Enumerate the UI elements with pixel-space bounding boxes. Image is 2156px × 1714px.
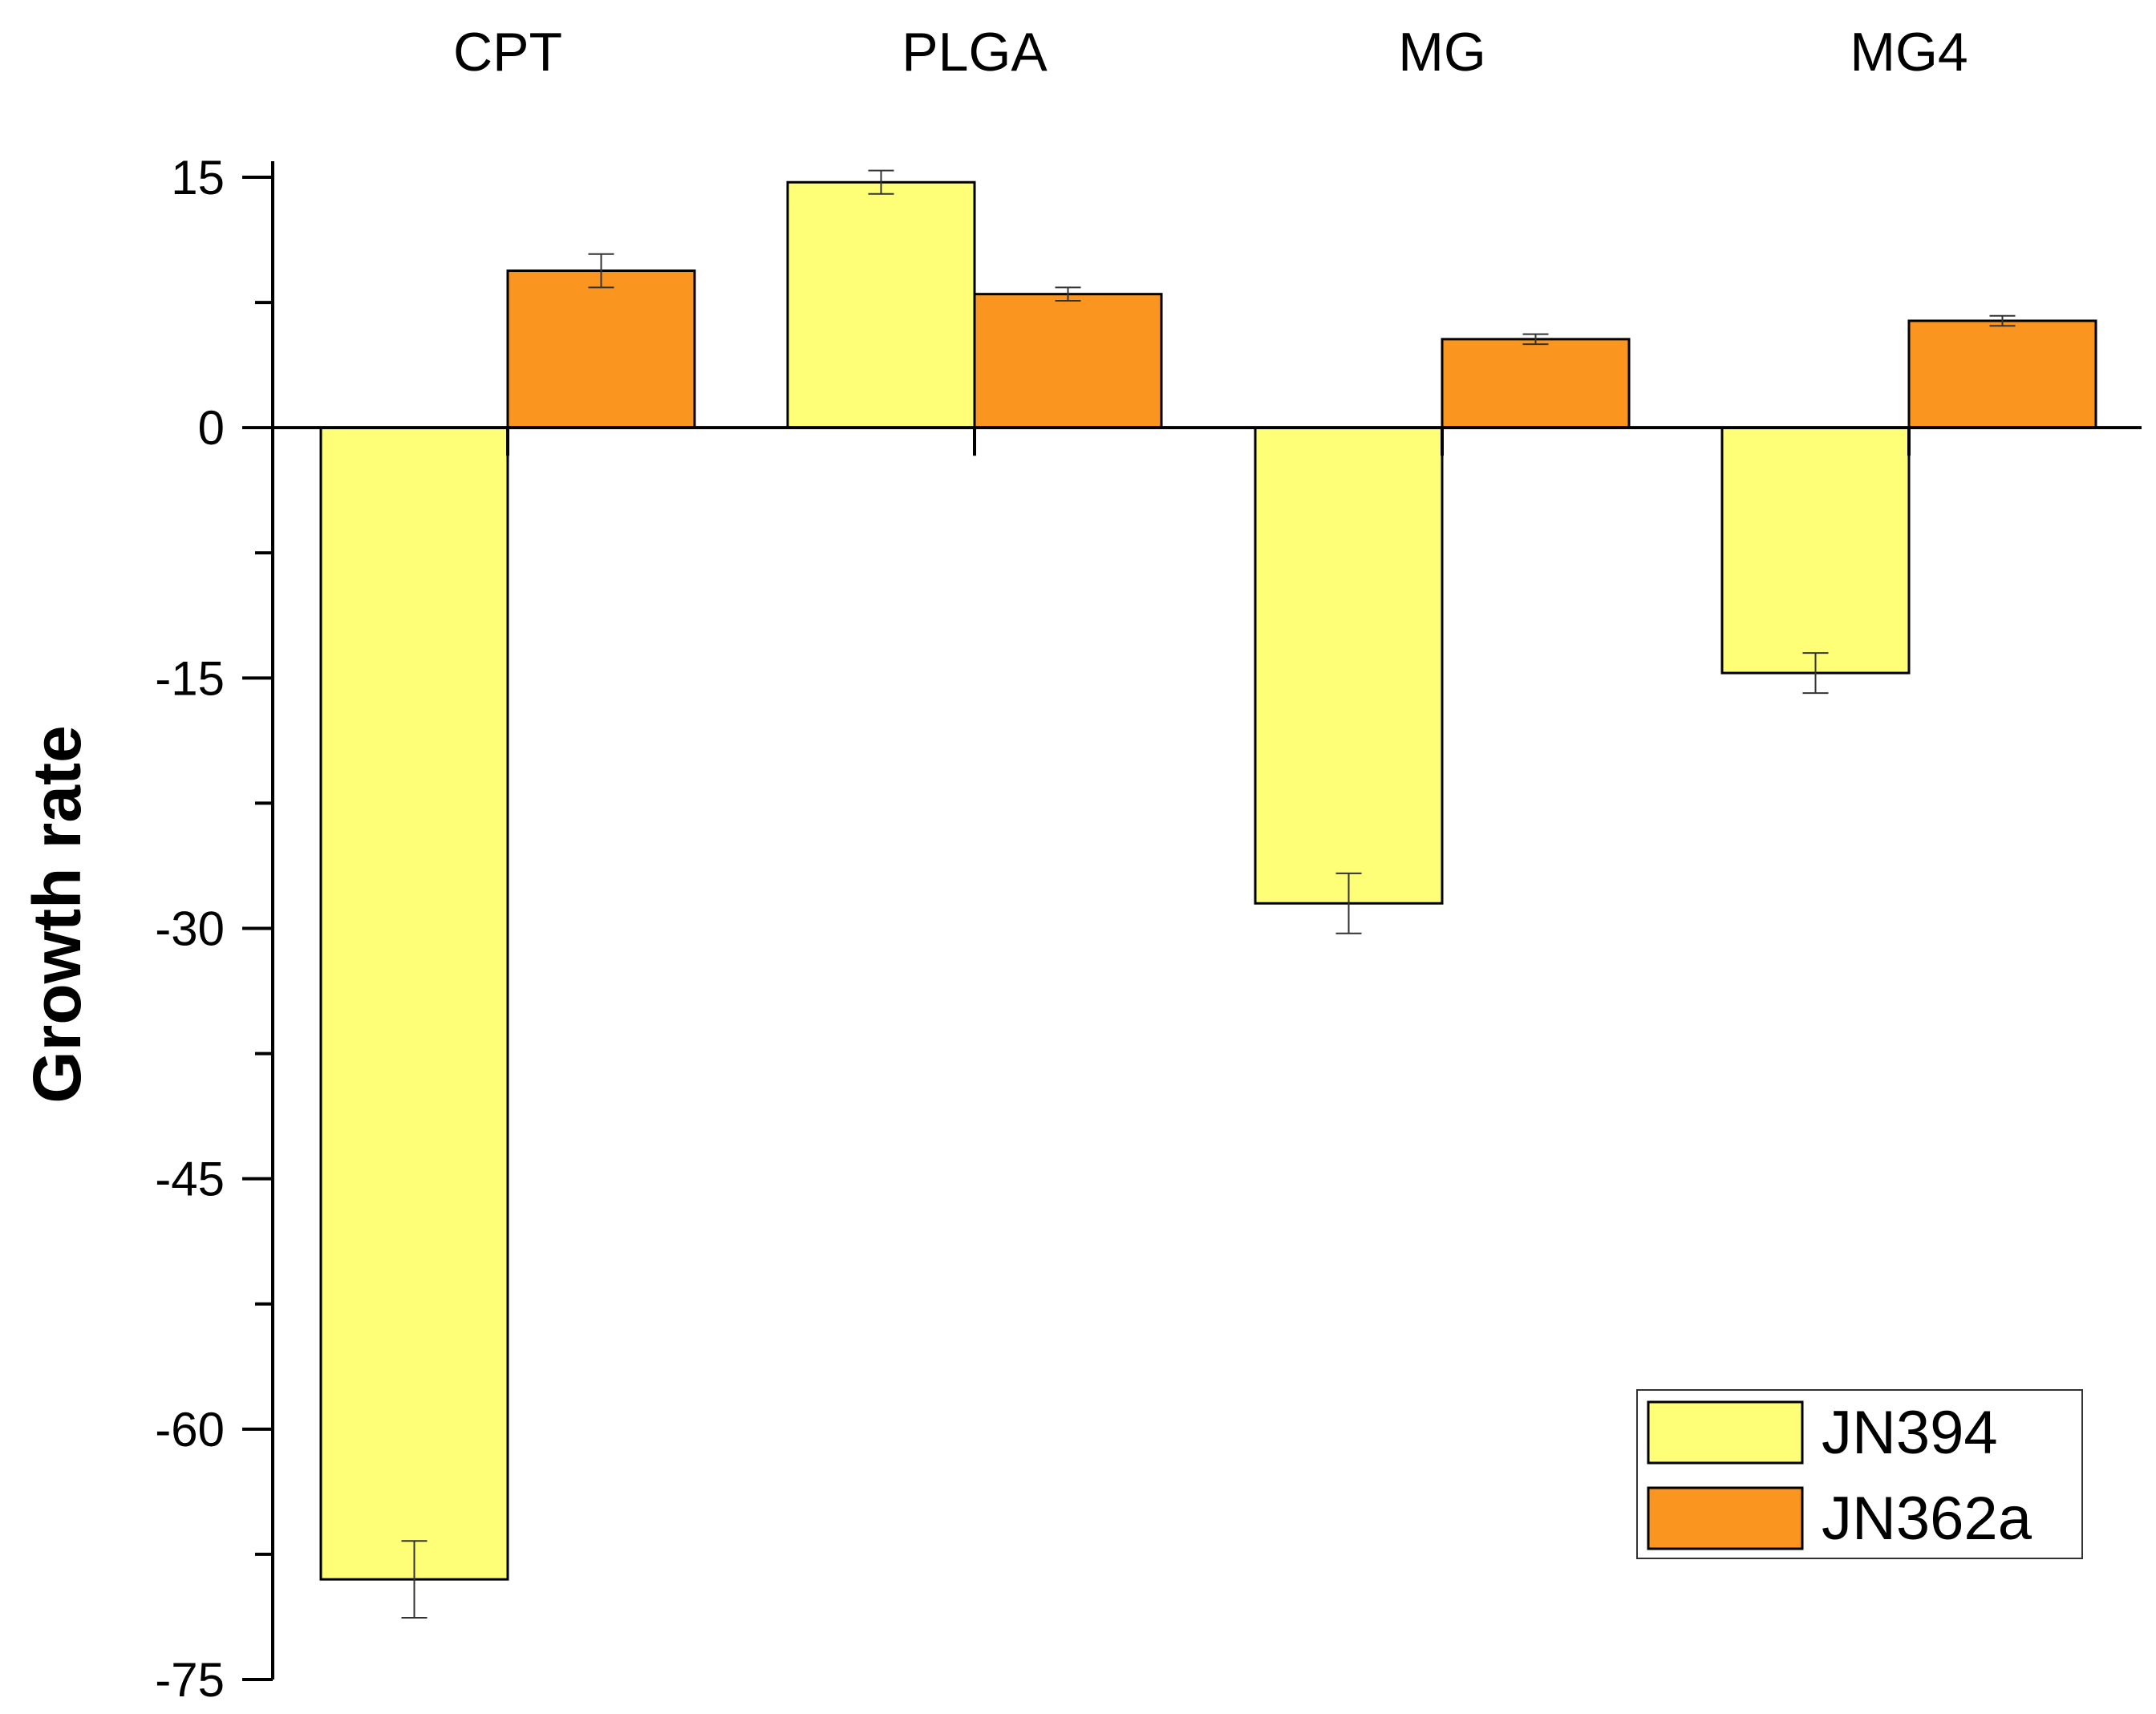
bar-jn362a-mg4	[1907, 319, 2097, 429]
bar-jn394-mg4	[1720, 426, 1911, 675]
legend-swatch-jn394	[1647, 1400, 1804, 1465]
error-bar-jn394-mg	[1335, 872, 1362, 934]
error-bar-jn394-plga	[868, 169, 894, 195]
category-label-mg: MG	[1398, 22, 1486, 83]
error-bar-jn362a-plga	[1055, 286, 1081, 302]
y-tick-label: -45	[155, 1153, 225, 1206]
y-tick-label: -15	[155, 651, 225, 705]
error-bar-jn362a-mg4	[1989, 314, 2016, 327]
error-bar-jn362a-mg	[1522, 333, 1549, 346]
bar-jn362a-mg	[1441, 338, 1631, 429]
y-tick-label: -75	[155, 1653, 225, 1707]
error-bar-jn394-mg4	[1802, 652, 1829, 695]
y-tick-label: 0	[198, 401, 225, 455]
legend-label-jn362a: JN362a	[1822, 1485, 2032, 1553]
legend-swatch-jn362a	[1647, 1486, 1804, 1550]
bar-jn394-mg	[1254, 426, 1444, 905]
category-label-plga: PLGA	[902, 22, 1048, 83]
y-axis-title: Growth rate	[19, 725, 95, 1103]
y-tick-label: -30	[155, 902, 225, 956]
axes-layer	[242, 161, 2142, 1681]
error-bar-jn394-cpt	[401, 1540, 428, 1619]
bar-jn362a-plga	[973, 293, 1163, 429]
bar-jn394-plga	[786, 180, 976, 429]
legend: JN394 JN362a	[1636, 1389, 2083, 1559]
category-label-mg4: MG4	[1850, 22, 1968, 83]
labels-layer: 15 0 -15 -30 -45 -60 -75 CPT PLGA MG MG4 Growth rat…	[19, 22, 1968, 1707]
category-label-cpt: CPT	[453, 22, 562, 83]
bar-jn362a-cpt	[506, 269, 696, 429]
bars-layer	[319, 169, 2097, 1619]
error-bar-jn362a-cpt	[588, 253, 614, 289]
y-tick-label: 15	[171, 151, 225, 205]
legend-label-jn394: JN394	[1822, 1399, 1998, 1467]
bar-jn394-cpt	[319, 426, 509, 1581]
y-tick-label: -60	[155, 1403, 225, 1457]
